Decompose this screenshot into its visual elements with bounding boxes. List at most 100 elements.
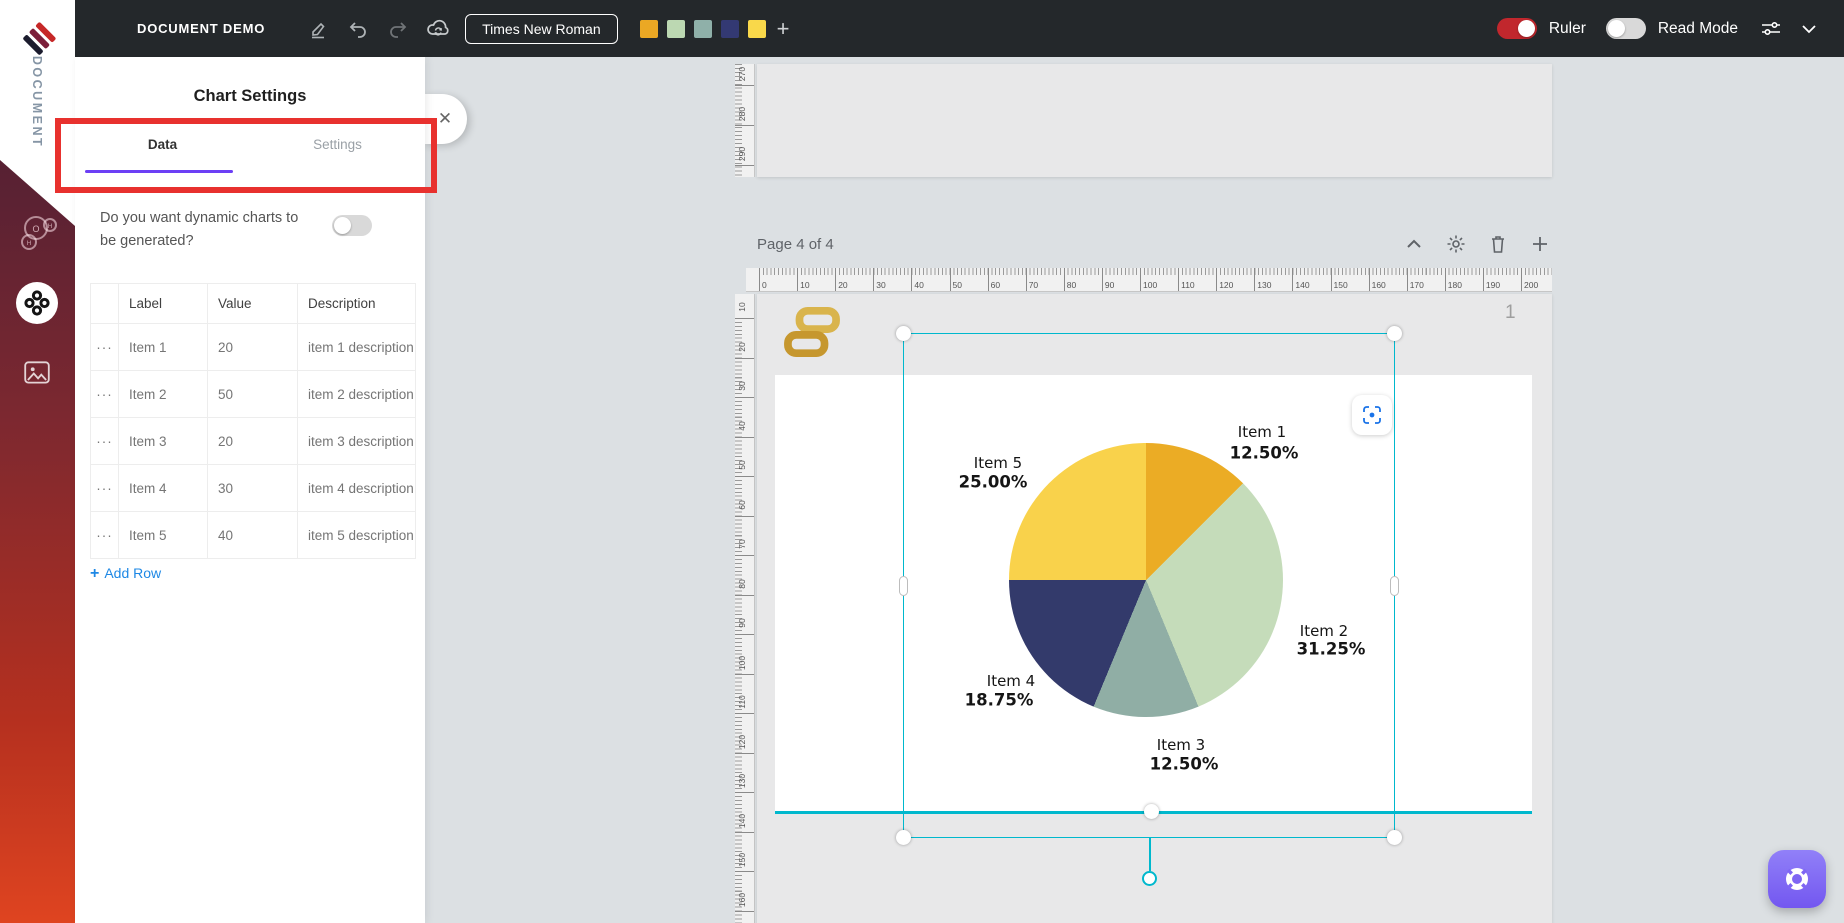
cloud-sync-icon[interactable] — [425, 16, 451, 42]
previous-page[interactable] — [757, 64, 1552, 177]
ruler-major-tick — [735, 713, 754, 714]
ruler-tick-label: 50 — [952, 280, 962, 290]
resize-handle-top-right[interactable] — [1387, 326, 1402, 341]
svg-text:O: O — [32, 224, 39, 234]
chart-block[interactable]: Item 1 12.50% Item 2 31.25% Item 3 12.50% Item… — [775, 375, 1532, 812]
block-bottom-resize-handle[interactable] — [1144, 804, 1159, 819]
ruler-tick-label: 30 — [876, 280, 886, 290]
table-row: ··· Item 5 40 item 5 description — [90, 511, 416, 559]
undo-icon[interactable] — [345, 16, 371, 42]
chart-focus-button[interactable] — [1352, 395, 1392, 435]
pie-slice-percentage: 12.50% — [1229, 443, 1299, 463]
rotation-handle[interactable] — [1142, 871, 1157, 886]
cell-value[interactable]: 40 — [207, 511, 298, 559]
ruler-major-tick — [1406, 268, 1408, 291]
ruler-major-tick — [911, 268, 913, 291]
column-header-description: Description — [297, 283, 416, 324]
cell-label[interactable]: Item 3 — [118, 417, 208, 465]
dynamic-charts-toggle[interactable] — [332, 215, 372, 236]
ruler-tick-label: 60 — [737, 499, 747, 510]
ruler-major-tick — [1292, 268, 1294, 291]
help-button[interactable] — [1768, 850, 1826, 908]
theme-color-swatch-4[interactable] — [720, 19, 739, 38]
ruler-major-tick — [735, 125, 754, 126]
ruler-major-tick — [735, 831, 754, 833]
chevron-down-icon[interactable] — [1796, 16, 1822, 42]
filter-settings-icon[interactable] — [1758, 16, 1784, 42]
ruler-tick-label: 200 — [1524, 280, 1539, 290]
rename-icon[interactable] — [305, 16, 331, 42]
resize-handle-mid-right[interactable] — [1390, 575, 1399, 596]
cell-description[interactable]: item 2 description — [297, 370, 416, 418]
cell-description[interactable]: item 1 description — [297, 323, 416, 371]
theme-color-swatch-3[interactable] — [693, 19, 712, 38]
delete-page-icon[interactable] — [1486, 232, 1510, 256]
ruler-tick-label: 120 — [737, 734, 747, 749]
column-header-label: Label — [118, 283, 208, 324]
image-tool-icon[interactable] — [22, 358, 52, 393]
current-page[interactable]: 1 Item 1 12.50% Item 2 31.25% Item 3 12.50% It… — [757, 294, 1552, 923]
cell-label[interactable]: Item 2 — [118, 370, 208, 418]
theme-color-swatch-2[interactable] — [666, 19, 685, 38]
pie-slice-percentage: 18.75% — [964, 690, 1034, 710]
ruler-tick-label: 10 — [800, 280, 810, 290]
close-icon: ✕ — [437, 109, 453, 128]
cell-value[interactable]: 50 — [207, 370, 298, 418]
cell-description[interactable]: item 3 description — [297, 417, 416, 465]
ruler-tick-label: 80 — [1066, 280, 1077, 290]
ruler-major-tick — [759, 268, 760, 291]
ruler-major-tick — [735, 436, 754, 438]
ruler-major-tick — [1063, 268, 1065, 291]
previous-page-vertical-ruler: 270 280 290 — [735, 64, 755, 177]
cell-label[interactable]: Item 1 — [118, 323, 208, 371]
molecule-tool-icon[interactable]: O H H — [13, 208, 61, 261]
row-drag-handle[interactable]: ··· — [90, 323, 119, 371]
table-row: ··· Item 4 30 item 4 description — [90, 464, 416, 512]
ruler-tick-label: 130 — [1257, 280, 1272, 290]
ruler-major-tick — [1254, 268, 1256, 291]
row-drag-handle[interactable]: ··· — [90, 511, 119, 559]
row-drag-handle[interactable]: ··· — [90, 370, 119, 418]
resize-handle-mid-left[interactable] — [899, 575, 908, 596]
resize-handle-bottom-left[interactable] — [896, 830, 911, 845]
cell-value[interactable]: 20 — [207, 323, 298, 371]
ruler-major-tick — [1025, 268, 1027, 291]
redo-icon[interactable] — [385, 16, 411, 42]
row-drag-handle[interactable]: ··· — [90, 464, 119, 512]
svg-text:H: H — [48, 224, 52, 230]
ruler-tick-label: 120 — [1219, 280, 1234, 290]
chart-tool-button[interactable] — [16, 282, 58, 324]
pie-slice-label: Item 2 — [1299, 622, 1349, 640]
cell-value[interactable]: 20 — [207, 417, 298, 465]
pie-slice-label: Item 3 — [1156, 736, 1206, 754]
ruler-major-tick — [735, 871, 754, 872]
cell-value[interactable]: 30 — [207, 464, 298, 512]
font-family-button[interactable]: Times New Roman — [465, 13, 618, 44]
cell-description[interactable]: item 4 description — [297, 464, 416, 512]
app-logo[interactable] — [16, 18, 60, 67]
cell-label[interactable]: Item 5 — [118, 511, 208, 559]
theme-color-swatch-5[interactable] — [747, 19, 766, 38]
cell-description[interactable]: item 5 description — [297, 511, 416, 559]
tab-settings[interactable]: Settings — [313, 137, 362, 152]
add-page-icon[interactable] — [1528, 232, 1552, 256]
ruler-major-tick — [735, 594, 754, 596]
resize-handle-top-left[interactable] — [896, 326, 911, 341]
add-row-button[interactable]: + Add Row — [90, 565, 162, 582]
ruler-major-tick — [835, 268, 837, 291]
row-drag-handle[interactable]: ··· — [90, 417, 119, 465]
cell-label[interactable]: Item 4 — [118, 464, 208, 512]
page-settings-gear-icon[interactable] — [1444, 232, 1468, 256]
add-color-icon[interactable]: + — [776, 15, 790, 41]
ruler-tick-label: 110 — [1181, 280, 1195, 290]
read-mode-toggle[interactable] — [1605, 18, 1646, 39]
collapse-page-icon[interactable] — [1402, 232, 1426, 256]
resize-handle-bottom-right[interactable] — [1387, 830, 1402, 845]
theme-color-swatch-1[interactable] — [639, 19, 658, 38]
ruler-tick-label: 280 — [737, 106, 747, 122]
pie-chart[interactable] — [1009, 443, 1283, 717]
tab-data[interactable]: Data — [147, 137, 178, 152]
ruler-major-tick — [735, 318, 754, 319]
ruler-toggle[interactable] — [1496, 18, 1537, 39]
document-canvas[interactable]: 270 280 290 Page 4 of 4 — [425, 57, 1844, 923]
